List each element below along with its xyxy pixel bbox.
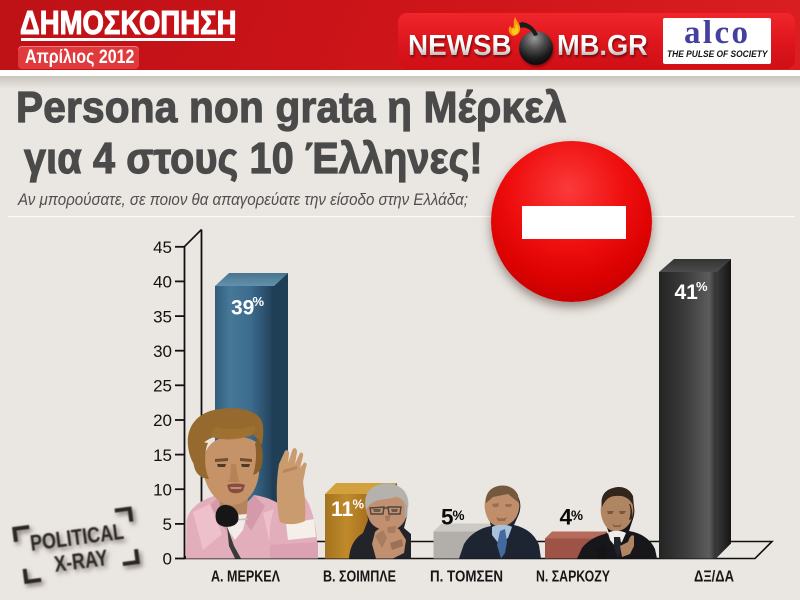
svg-text:45: 45 [153,238,172,257]
svg-text:15: 15 [153,446,172,465]
svg-text:Ν. ΣΑΡΚΟΖΥ: Ν. ΣΑΡΚΟΖΥ [536,569,610,586]
svg-text:40: 40 [153,273,172,292]
svg-text:11: 11 [331,498,354,521]
svg-text:39: 39 [231,297,254,320]
svg-text:%: % [696,279,708,294]
svg-text:Π. ΤΟΜΣΕΝ: Π. ΤΟΜΣΕΝ [430,569,503,586]
svg-text:Α. ΜΕΡΚΕΛ: Α. ΜΕΡΚΕΛ [211,569,280,586]
svg-text:20: 20 [153,411,172,430]
svg-text:0: 0 [163,550,172,569]
svg-text:%: % [571,508,583,523]
svg-text:5: 5 [441,505,454,530]
svg-text:30: 30 [153,342,172,361]
svg-text:ΔΞ/ΔΑ: ΔΞ/ΔΑ [694,569,734,586]
svg-text:4: 4 [560,505,573,530]
svg-text:Β. ΣΟΙΜΠΛΕ: Β. ΣΟΙΜΠΛΕ [323,569,396,586]
svg-text:%: % [453,508,465,523]
svg-text:%: % [253,294,265,309]
svg-text:%: % [353,497,365,512]
svg-text:10: 10 [153,480,172,499]
svg-text:41: 41 [675,281,699,304]
svg-text:35: 35 [153,307,172,326]
svg-text:5: 5 [163,515,172,534]
svg-text:25: 25 [153,377,172,396]
